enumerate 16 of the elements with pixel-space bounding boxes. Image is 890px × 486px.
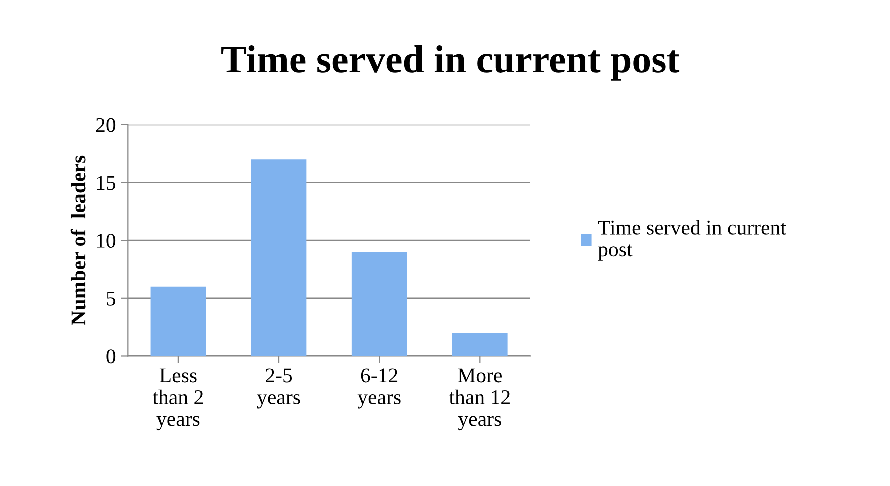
chart-title: Time served in current post — [222, 46, 680, 81]
bar — [150, 286, 206, 356]
bar — [251, 160, 307, 356]
legend-label: Time served in current post — [598, 220, 786, 261]
y-tick-label: 0 — [106, 350, 116, 364]
bar — [452, 333, 508, 356]
y-tick-label: 5 — [107, 292, 116, 306]
x-tick-label: Less than 2 years — [152, 368, 204, 431]
x-tick-label: More than 12 years — [449, 368, 510, 431]
y-axis-title: Number of leaders — [70, 156, 86, 326]
x-tick-label: 2-5 years — [257, 368, 300, 409]
y-tick-label: 10 — [97, 234, 116, 248]
y-tick-label: 20 — [96, 118, 116, 132]
bar — [352, 252, 408, 356]
y-tick-label: 15 — [97, 176, 116, 190]
x-tick-label: 6-12 years — [358, 368, 401, 409]
